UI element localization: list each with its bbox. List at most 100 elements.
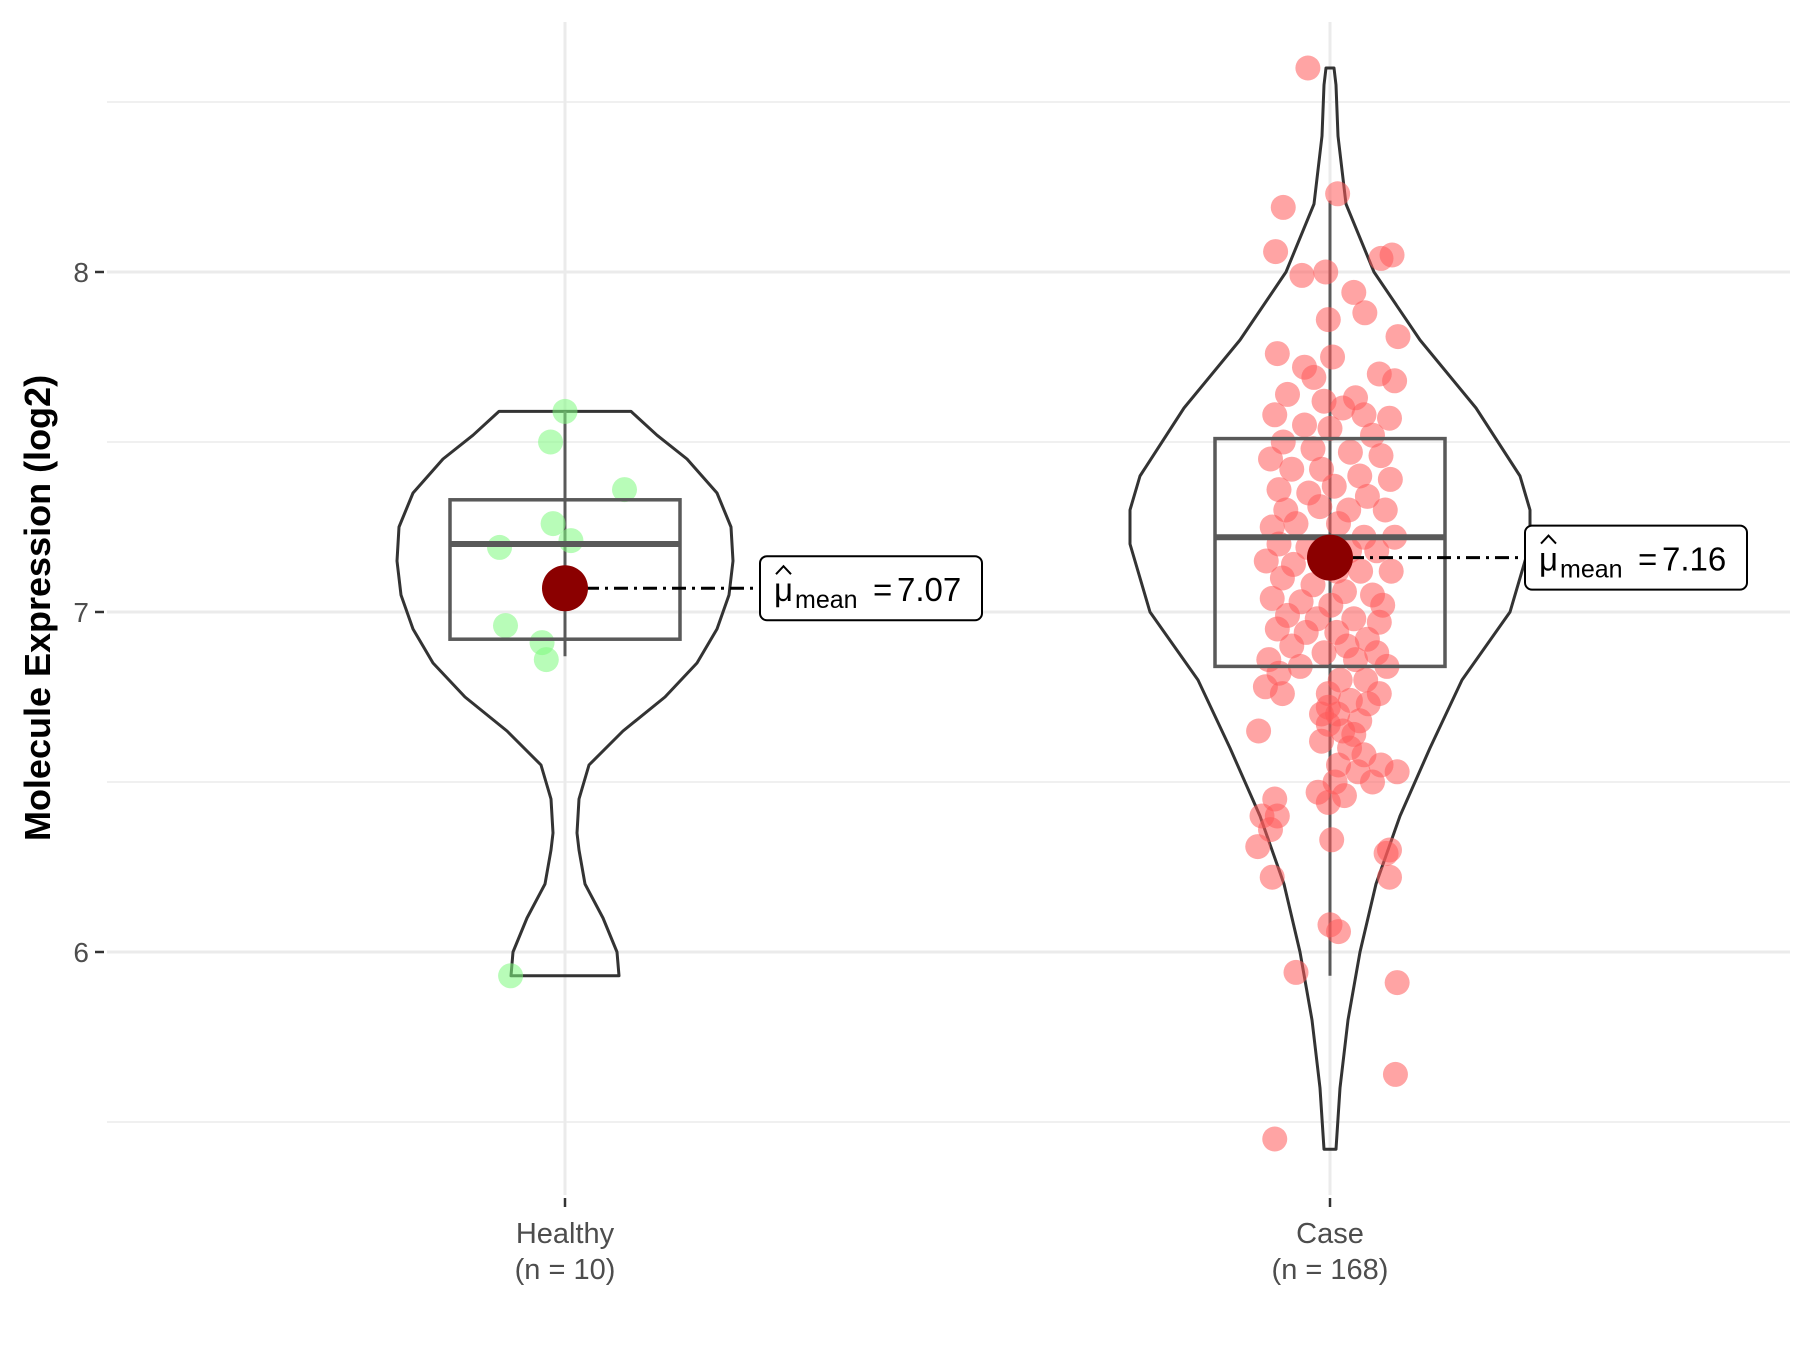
data-point: [1364, 538, 1390, 564]
data-point: [1348, 558, 1374, 584]
data-point: [1283, 959, 1309, 985]
mean-subscript: mean: [795, 586, 858, 614]
data-point: [1259, 585, 1285, 611]
data-point: [1341, 279, 1367, 305]
data-point: [1384, 970, 1410, 996]
data-point: [1262, 1126, 1288, 1152]
data-point: [1275, 381, 1300, 407]
data-point: [1325, 181, 1351, 207]
data-point: [493, 613, 518, 639]
data-point: [1319, 827, 1345, 853]
category-label: Healthy: [516, 1218, 615, 1250]
mean-markers: μ mean = 7.07μ mean = 7.16: [542, 524, 1748, 622]
violin-healthy: [395, 409, 735, 978]
y-tick-label: 8: [73, 257, 89, 288]
data-point: [612, 477, 637, 503]
data-point: [1292, 412, 1317, 438]
data-point: [1315, 789, 1341, 815]
data-point: [1326, 919, 1351, 945]
data-point: [540, 511, 566, 537]
data-point: [1253, 548, 1279, 574]
data-point: [1360, 422, 1385, 448]
violins: [395, 66, 1532, 1151]
data-point: [1330, 395, 1356, 421]
data-point: [1283, 511, 1309, 537]
data-point: [1377, 405, 1402, 431]
y-tick-label: 6: [73, 937, 89, 968]
data-point: [1351, 402, 1377, 428]
data-point: [1269, 681, 1295, 707]
data-point: [1264, 616, 1290, 642]
mean-symbol: μ: [1539, 541, 1558, 578]
data-point: [1270, 194, 1296, 220]
data-point: [1258, 817, 1283, 843]
mean-label: μ mean = 7.07: [759, 555, 983, 622]
data-point: [1378, 558, 1404, 584]
data-point: [1379, 242, 1405, 268]
data-point: [1360, 769, 1385, 795]
data-point: [552, 398, 578, 424]
mean-marker: [1307, 534, 1353, 581]
mean-symbol: μ: [774, 571, 793, 608]
violin-case: [1128, 66, 1532, 1151]
data-point: [1245, 834, 1271, 860]
data-point: [1262, 402, 1288, 428]
mean-equals: =: [873, 571, 892, 608]
hat-icon: [1540, 534, 1557, 545]
y-axis-label: Molecule Expression (log2): [17, 375, 58, 841]
data-point: [487, 534, 513, 560]
data-point: [1307, 494, 1333, 520]
data-point: [1313, 259, 1339, 285]
data-point: [1309, 728, 1334, 754]
y-tick-label: 7: [73, 597, 89, 628]
data-point: [1269, 565, 1295, 591]
data-point: [533, 647, 559, 673]
data-point: [1266, 477, 1292, 503]
data-point: [1301, 364, 1327, 390]
data-point: [1315, 307, 1341, 333]
data-point: [1259, 864, 1285, 890]
data-point: [1377, 466, 1403, 492]
data-point: [1321, 473, 1347, 499]
mean-label-box: [1524, 524, 1748, 591]
data-point: [498, 963, 524, 989]
data-point: [1270, 429, 1296, 455]
data-point: [1289, 262, 1315, 288]
mean-equals: =: [1638, 541, 1657, 578]
category-label: Case: [1296, 1218, 1364, 1250]
category-count-label: (n = 10): [515, 1254, 616, 1286]
data-point: [1258, 446, 1283, 472]
data-point: [1368, 443, 1394, 469]
data-point: [1263, 239, 1289, 265]
data-point: [1372, 497, 1398, 523]
data-point: [1317, 415, 1343, 441]
mean-marker: [542, 565, 588, 612]
data-point: [1377, 837, 1402, 863]
data-point: [538, 429, 564, 455]
data-point: [1382, 1061, 1408, 1087]
data-point: [1246, 718, 1272, 744]
data-point: [1295, 55, 1321, 81]
data-point: [1377, 864, 1402, 890]
mean-label: μ mean = 7.16: [1524, 524, 1748, 591]
mean-value: 7.07: [897, 571, 961, 608]
hat-icon: [775, 564, 792, 575]
data-point: [1354, 483, 1380, 509]
box-case: [1213, 436, 1447, 669]
mean-value: 7.16: [1662, 541, 1726, 578]
axes: 6 7 8 Healthy (n = 10) Case (n = 168): [73, 257, 1388, 1286]
data-point: [1311, 640, 1337, 666]
data-point: [1382, 368, 1408, 394]
data-point: [1300, 436, 1326, 462]
boxplots: [448, 436, 1447, 669]
mean-label-box: [759, 555, 983, 622]
data-point: [1341, 606, 1367, 632]
data-point: [1326, 511, 1351, 537]
category-count-label: (n = 168): [1272, 1254, 1389, 1286]
data-point: [1384, 759, 1410, 785]
data-point: [1352, 300, 1378, 326]
data-point: [1279, 456, 1305, 482]
data-point: [1309, 456, 1334, 482]
